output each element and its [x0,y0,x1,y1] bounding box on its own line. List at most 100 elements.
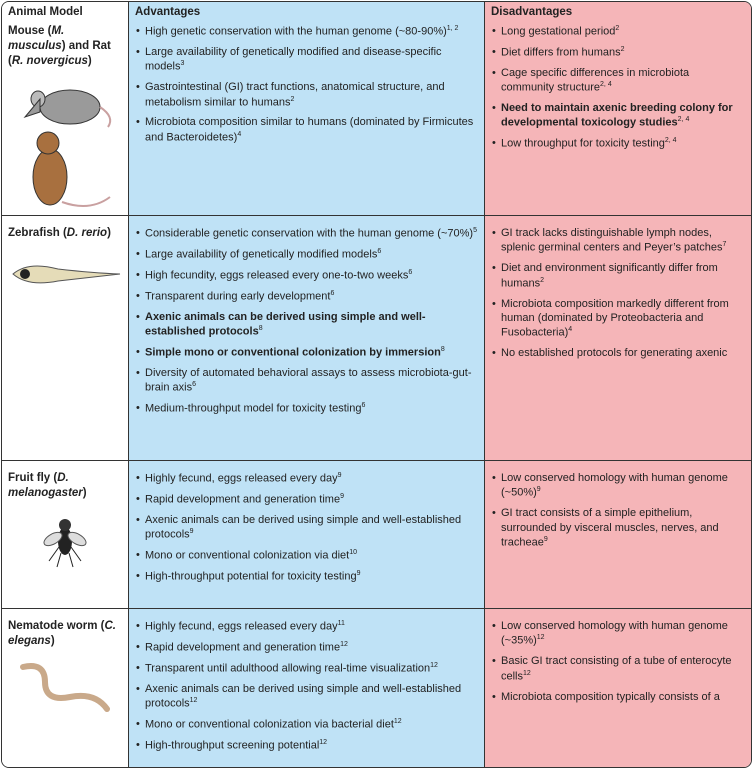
reference: 12 [189,697,198,705]
bullet-item: Highly fecund, eggs released every day9 [136,471,478,486]
reference: 10 [349,549,358,557]
bullet-item: GI track lacks distinguishable lymph nod… [492,226,745,255]
bullet-list: Highly fecund, eggs released every day11… [135,619,478,753]
model-cell: Nematode worm (C. elegans) [2,609,129,767]
reference: 9 [340,492,344,500]
bullet-item: Diversity of automated behavioral assays… [136,366,478,395]
bullet-item: Diet differs from humans2 [492,45,745,60]
reference: 6 [377,247,382,255]
reference: 11 [337,620,345,627]
bullet-list: Highly fecund, eggs released every day9R… [135,471,478,584]
bullet-item: Microbiota composition markedly differen… [492,297,745,341]
disadvantages-cell: Low conserved homology with human genome… [485,461,751,609]
bullet-item: Highly fecund, eggs released every day11 [136,619,478,634]
item-text: High genetic conservation with the human… [145,25,447,38]
reference: 7 [722,241,727,249]
reference: 9 [189,528,194,536]
advantages-cell: Considerable genetic conservation with t… [129,216,485,461]
reference: 2 [540,276,545,284]
bullet-item: Axenic animals can be derived using simp… [136,513,478,542]
reference: 6 [192,381,196,389]
bullet-item: Simple mono or conventional colonization… [136,345,478,360]
disadvantages-cell: Low conserved homology with human genome… [485,609,751,767]
bullet-item: Gastrointestinal (GI) tract functions, a… [136,80,478,109]
model-name-part: Nematode worm ( [8,620,105,632]
item-text: Rapid development and generation time [145,641,341,654]
model-name: Mouse (M. musculus) and Rat (R. novergic… [8,24,122,69]
bullet-item: Microbiota composition similar to humans… [136,115,478,144]
disadvantages-cell: GI track lacks distinguishable lymph nod… [485,216,751,461]
reference: 9 [337,472,342,479]
reference: 2 [615,25,620,32]
bullet-list: Long gestational period2 Diet differs fro… [491,24,745,151]
reference: 8 [258,325,263,333]
reference: 12 [393,718,402,726]
item-text: Gastrointestinal (GI) tract functions, a… [145,81,445,109]
bullet-item: Low conserved homology with human genome… [492,471,745,500]
item-text: Basic GI tract consisting of a tube of e… [501,655,732,683]
bullet-list: High genetic conservation with the human… [135,24,478,145]
bullet-item: High genetic conservation with the human… [136,24,478,39]
item-text: Transparent during early development [145,290,331,303]
item-text: Large availability of genetically modifi… [145,248,378,261]
advantages-cell: Highly fecund, eggs released every day9R… [129,461,485,609]
item-text: Medium-throughput model for toxicity tes… [145,402,362,415]
advantages-cell: Highly fecund, eggs released every day11… [129,609,485,767]
item-text: Low throughput for toxicity testing [501,138,665,151]
bullet-item: Need to maintain axenic breeding colony … [492,101,745,130]
model-name-part: C. elegans [8,620,116,647]
bullet-item: Basic GI tract consisting of a tube of e… [492,654,745,683]
reference: 9 [356,570,361,578]
reference: 1, 2 [446,25,459,32]
model-name-part: M. musculus [8,25,65,52]
item-text: Considerable genetic conservation with t… [145,227,474,240]
bullet-item: GI tract consists of a simple epithelium… [492,506,745,550]
reference: 2 [290,95,295,103]
bullet-item: Diet and environment significantly diffe… [492,261,745,290]
item-text: GI tract consists of a simple epithelium… [501,507,719,549]
reference: 4 [237,130,242,138]
reference: 9 [543,535,548,543]
item-text: GI track lacks distinguishable lymph nod… [501,227,723,254]
item-text: No established protocols for generating … [501,347,728,360]
bullet-item: High-throughput potential for toxicity t… [136,569,478,584]
bullet-item: Transparent during early development6 [136,289,478,304]
bullet-item: Transparent until adulthood allowing rea… [136,661,478,676]
reference: 3 [180,60,185,68]
worm-icon [20,662,110,712]
model-name: Zebrafish (D. rerio) [8,226,122,241]
item-text: Diet differs from humans [501,46,621,59]
model-cell: Zebrafish (D. rerio) [2,216,129,461]
bullet-item: High fecundity, eggs released every one-… [136,268,478,283]
bullet-item: Large availability of genetically modifi… [136,45,478,74]
bullet-list: Low conserved homology with human genome… [491,619,745,704]
item-text: Long gestational period [501,25,616,38]
model-name-part: ) and Rat ( [8,39,111,67]
model-name-part: Zebrafish ( [8,227,67,239]
model-name-part: ) [50,634,55,647]
model-name-part: R. novergicus [11,54,88,67]
item-text: High fecundity, eggs released every one-… [145,269,409,282]
bullet-item: Axenic animals can be derived using simp… [136,310,478,339]
item-text: Microbiota composition typically consist… [501,690,720,703]
bullet-item: No established protocols for generating … [492,346,745,361]
item-text: High-throughput screening potential [145,739,320,752]
item-text: Transparent until adulthood allowing rea… [145,662,431,675]
model-name: Fruit fly (D. melanogaster) [8,471,122,501]
item-text: Highly fecund, eggs released every day [145,620,338,633]
item-text: Microbiota composition markedly differen… [501,297,729,339]
bullet-item: Long gestational period2 [492,24,745,39]
item-text: Low conserved homology with human genome… [501,620,728,647]
item-text: High-throughput potential for toxicity t… [145,570,357,583]
model-cell: Fruit fly (D. melanogaster) [2,461,129,609]
bullet-item: Considerable genetic conservation with t… [136,226,478,241]
reference: 2, 4 [600,81,612,89]
model-name: Nematode worm (C. elegans) [8,619,122,649]
disadvantages-cell: Disadvantages Long gestational period2 Die… [485,2,751,216]
item-text: Simple mono or conventional colonization… [145,346,441,359]
column-header: Disadvantages [491,6,573,18]
reference: 6 [330,289,335,297]
item-text: Diversity of automated behavioral assays… [145,367,472,394]
column-header: Advantages [135,6,201,18]
item-text: Highly fecund, eggs released every day [145,472,338,485]
